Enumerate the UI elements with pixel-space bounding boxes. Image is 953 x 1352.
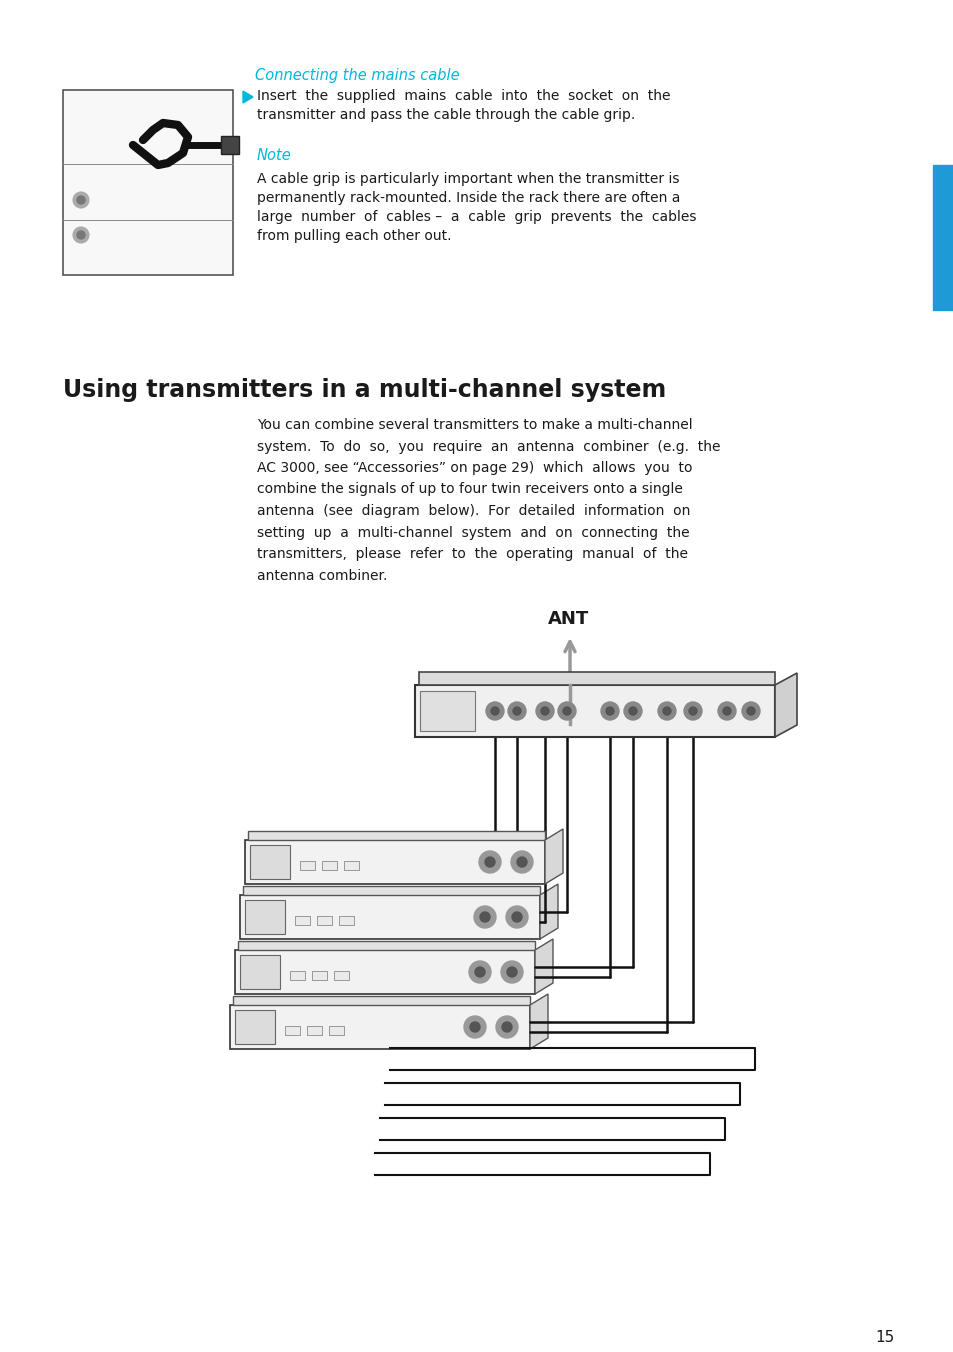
Circle shape: [469, 961, 491, 983]
Bar: [418, 672, 774, 685]
Text: system.  To  do  so,  you  require  an  antenna  combiner  (e.g.  the: system. To do so, you require an antenna…: [256, 439, 720, 453]
Bar: [290, 971, 305, 980]
Bar: [240, 895, 539, 940]
Circle shape: [600, 702, 618, 721]
Circle shape: [683, 702, 701, 721]
Bar: [248, 831, 544, 840]
Bar: [240, 955, 280, 990]
Bar: [230, 1005, 530, 1049]
Circle shape: [507, 702, 525, 721]
Circle shape: [505, 906, 527, 927]
Circle shape: [73, 192, 89, 208]
Bar: [316, 917, 332, 925]
Circle shape: [662, 707, 670, 715]
Circle shape: [478, 850, 500, 873]
Text: permanently rack-mounted. Inside the rack there are often a: permanently rack-mounted. Inside the rac…: [256, 191, 679, 206]
Circle shape: [623, 702, 641, 721]
Bar: [234, 950, 535, 994]
Bar: [419, 691, 475, 731]
Bar: [338, 917, 354, 925]
Circle shape: [77, 196, 85, 204]
Circle shape: [511, 850, 533, 873]
Polygon shape: [539, 884, 558, 940]
Text: from pulling each other out.: from pulling each other out.: [256, 228, 451, 243]
Text: A cable grip is particularly important when the transmitter is: A cable grip is particularly important w…: [256, 172, 679, 187]
Circle shape: [491, 707, 498, 715]
Circle shape: [77, 231, 85, 239]
Text: antenna  (see  diagram  below).  For  detailed  information  on: antenna (see diagram below). For detaile…: [256, 504, 690, 518]
Bar: [285, 1026, 299, 1036]
Bar: [63, 91, 233, 274]
Bar: [234, 1010, 274, 1044]
Bar: [221, 137, 239, 154]
Polygon shape: [243, 91, 253, 103]
Bar: [329, 1026, 344, 1036]
Circle shape: [517, 857, 526, 867]
Text: transmitters,  please  refer  to  the  operating  manual  of  the: transmitters, please refer to the operat…: [256, 548, 687, 561]
Circle shape: [479, 913, 490, 922]
Circle shape: [463, 1015, 485, 1038]
Bar: [243, 886, 539, 895]
Circle shape: [484, 857, 495, 867]
Polygon shape: [774, 673, 796, 737]
Text: setting  up  a  multi-channel  system  and  on  connecting  the: setting up a multi-channel system and on…: [256, 526, 689, 539]
Text: 15: 15: [875, 1330, 894, 1345]
Polygon shape: [530, 994, 547, 1049]
Text: transmitter and pass the cable through the cable grip.: transmitter and pass the cable through t…: [256, 108, 635, 122]
Circle shape: [485, 702, 503, 721]
Polygon shape: [544, 829, 562, 884]
Circle shape: [474, 906, 496, 927]
Circle shape: [540, 707, 548, 715]
Bar: [932, 165, 953, 310]
Bar: [307, 1026, 322, 1036]
Text: Insert  the  supplied  mains  cable  into  the  socket  on  the: Insert the supplied mains cable into the…: [256, 89, 670, 103]
Circle shape: [628, 707, 637, 715]
Circle shape: [605, 707, 614, 715]
Bar: [294, 917, 310, 925]
Text: combine the signals of up to four twin receivers onto a single: combine the signals of up to four twin r…: [256, 483, 682, 496]
Bar: [245, 840, 544, 884]
Text: Connecting the mains cable: Connecting the mains cable: [254, 68, 459, 82]
Bar: [344, 861, 358, 869]
Circle shape: [513, 707, 520, 715]
Bar: [322, 861, 336, 869]
Bar: [237, 941, 535, 950]
Text: 8:1: 8:1: [564, 722, 581, 731]
Circle shape: [470, 1022, 479, 1032]
Text: ANT: ANT: [547, 610, 589, 627]
Text: AC 3000, see “Accessories” on page 29)  which  allows  you  to: AC 3000, see “Accessories” on page 29) w…: [256, 461, 692, 475]
Circle shape: [688, 707, 697, 715]
Circle shape: [73, 227, 89, 243]
Bar: [250, 845, 290, 879]
Polygon shape: [535, 940, 553, 994]
Bar: [312, 971, 327, 980]
Text: RF OUTPUT: RF OUTPUT: [578, 707, 628, 717]
Circle shape: [658, 702, 676, 721]
Circle shape: [558, 702, 576, 721]
Text: You can combine several transmitters to make a multi-channel: You can combine several transmitters to …: [256, 418, 692, 433]
Circle shape: [475, 967, 484, 977]
Circle shape: [741, 702, 760, 721]
Text: Using transmitters in a multi-channel system: Using transmitters in a multi-channel sy…: [63, 379, 665, 402]
Bar: [415, 685, 774, 737]
Text: large  number  of  cables –  a  cable  grip  prevents  the  cables: large number of cables – a cable grip pr…: [256, 210, 696, 224]
Bar: [233, 996, 530, 1005]
Circle shape: [562, 707, 571, 715]
Circle shape: [536, 702, 554, 721]
Bar: [299, 861, 314, 869]
Text: antenna combiner.: antenna combiner.: [256, 568, 387, 583]
Circle shape: [746, 707, 754, 715]
Circle shape: [722, 707, 730, 715]
Circle shape: [501, 1022, 512, 1032]
Circle shape: [506, 967, 517, 977]
Text: Note: Note: [256, 147, 292, 164]
Bar: [334, 971, 349, 980]
Circle shape: [500, 961, 522, 983]
Circle shape: [512, 913, 521, 922]
Bar: [245, 900, 285, 934]
Circle shape: [718, 702, 735, 721]
Circle shape: [496, 1015, 517, 1038]
